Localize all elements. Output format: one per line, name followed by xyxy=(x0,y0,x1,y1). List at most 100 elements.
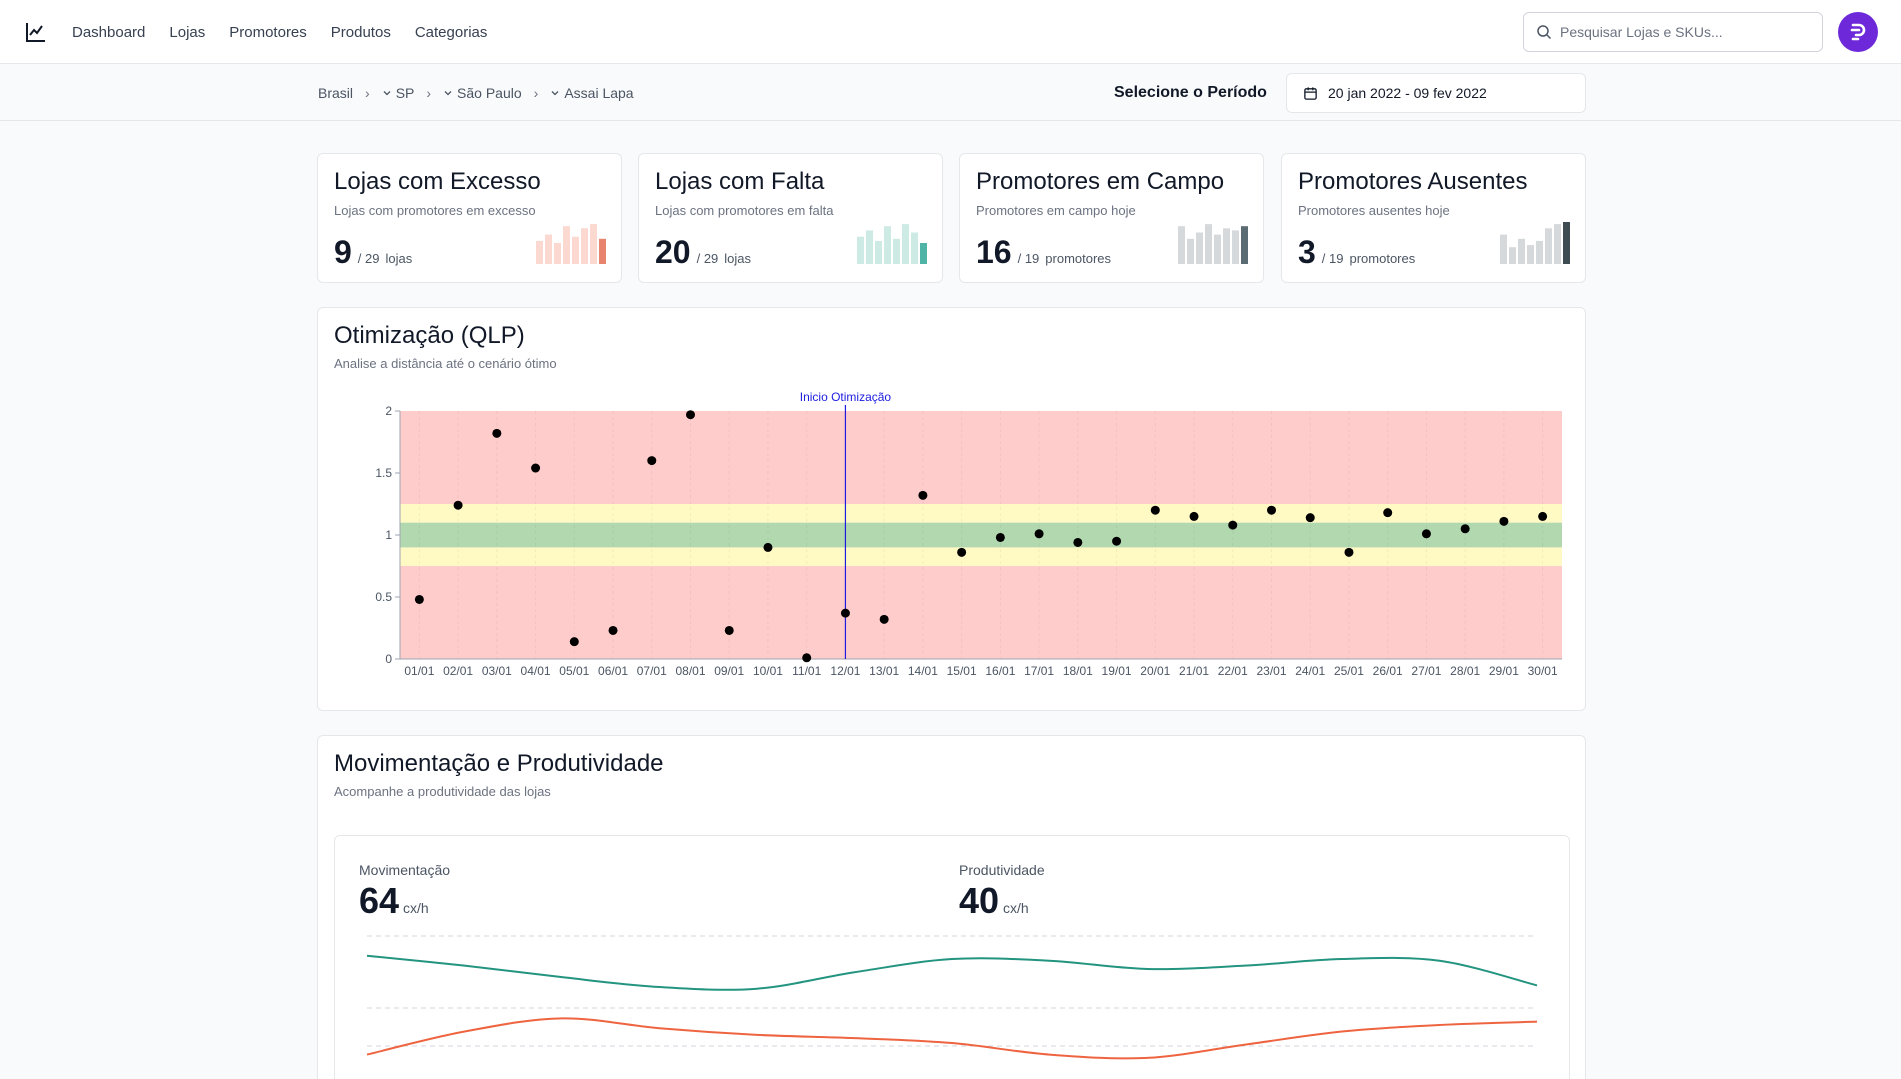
kpi-value: 16 xyxy=(976,234,1012,270)
metric-unit: cx/h xyxy=(403,900,429,916)
x-tick-label: 12/01 xyxy=(830,664,860,678)
data-point[interactable] xyxy=(569,637,579,647)
threshold-band xyxy=(400,411,1562,504)
sparkline-bar xyxy=(1214,234,1221,264)
data-point[interactable] xyxy=(995,532,1005,542)
sparkline-bar xyxy=(1509,247,1516,264)
nav-dashboard[interactable]: Dashboard xyxy=(72,23,146,41)
kpi-card-em-campo[interactable]: Promotores em Campo Promotores em campo … xyxy=(959,153,1264,283)
data-point[interactable] xyxy=(763,542,773,552)
breadcrumb-store[interactable]: Assai Lapa xyxy=(550,84,634,101)
y-tick-label: 1.5 xyxy=(375,466,392,480)
data-point[interactable] xyxy=(531,463,541,473)
data-point[interactable] xyxy=(1499,516,1509,526)
data-point[interactable] xyxy=(724,625,734,635)
sparkline-bar xyxy=(893,238,900,264)
data-point[interactable] xyxy=(957,547,967,557)
data-point[interactable] xyxy=(1150,505,1160,515)
x-tick-label: 02/01 xyxy=(443,664,473,678)
sparkline-bar xyxy=(1196,232,1203,264)
data-point[interactable] xyxy=(1228,520,1238,530)
date-range-picker[interactable]: 20 jan 2022 - 09 fev 2022 xyxy=(1286,73,1586,113)
sparkline-bar xyxy=(1205,224,1212,264)
line-chart-icon[interactable] xyxy=(24,20,48,44)
sparkline-bar xyxy=(1241,226,1248,264)
data-point[interactable] xyxy=(1073,537,1083,547)
data-point[interactable] xyxy=(1189,511,1199,521)
data-point[interactable] xyxy=(1034,529,1044,539)
data-point[interactable] xyxy=(414,594,424,604)
kpi-value: 20 xyxy=(655,234,691,270)
data-point[interactable] xyxy=(1267,505,1276,515)
x-tick-label: 11/01 xyxy=(792,664,821,678)
sparkline-bar xyxy=(581,228,588,264)
kpi-value: 3 xyxy=(1298,234,1316,270)
data-point[interactable] xyxy=(647,456,657,466)
breadcrumb-label: São Paulo xyxy=(457,84,522,101)
metric-label: Movimentação xyxy=(359,862,451,878)
data-point[interactable] xyxy=(802,653,812,663)
sparkline-bar xyxy=(536,240,543,264)
data-point[interactable] xyxy=(453,500,463,510)
data-point[interactable] xyxy=(879,614,889,624)
data-point[interactable] xyxy=(1305,513,1315,523)
data-point[interactable] xyxy=(492,428,502,438)
nav-lojas[interactable]: Lojas xyxy=(169,23,206,41)
data-point[interactable] xyxy=(608,625,618,635)
breadcrumb-separator-icon: › xyxy=(533,84,539,101)
x-tick-label: 21/01 xyxy=(1179,664,1209,678)
sparkline-bar xyxy=(857,236,864,264)
breadcrumb-country[interactable]: Brasil xyxy=(318,85,353,101)
kpi-card-falta[interactable]: Lojas com Falta Lojas com promotores em … xyxy=(638,153,943,283)
panel-subtitle: Acompanhe a produtividade das lojas xyxy=(334,784,551,799)
breadcrumb: Brasil › SP › São Paulo › Assai Lapa xyxy=(318,64,634,121)
kpi-card-excesso[interactable]: Lojas com Excesso Lojas com promotores e… xyxy=(317,153,622,283)
sparkline-bar xyxy=(1178,226,1185,264)
nav-categorias[interactable]: Categorias xyxy=(414,23,488,41)
date-range-value: 20 jan 2022 - 09 fev 2022 xyxy=(1328,85,1487,101)
data-point[interactable] xyxy=(1460,524,1470,534)
breadcrumb-city[interactable]: São Paulo xyxy=(443,85,522,101)
breadcrumb-label: Assai Lapa xyxy=(564,84,634,101)
data-point[interactable] xyxy=(1112,536,1122,546)
x-tick-label: 17/01 xyxy=(1024,664,1054,678)
kpi-title: Promotores Ausentes xyxy=(1298,168,1528,195)
kpi-total: / 19 xyxy=(1321,251,1344,266)
x-tick-label: 07/01 xyxy=(637,664,667,678)
metric-value: 64 xyxy=(359,880,400,921)
x-tick-label: 20/01 xyxy=(1140,664,1170,678)
nav-produtos[interactable]: Produtos xyxy=(330,23,391,41)
sparkline-bar xyxy=(920,243,927,264)
y-tick-label: 1 xyxy=(385,528,392,542)
x-tick-label: 08/01 xyxy=(675,664,705,678)
breadcrumb-state[interactable]: SP xyxy=(382,85,414,101)
breadcrumb-separator-icon: › xyxy=(365,84,370,101)
data-point[interactable] xyxy=(1421,529,1431,539)
data-point[interactable] xyxy=(1538,511,1548,521)
data-point[interactable] xyxy=(686,410,695,420)
data-point[interactable] xyxy=(1383,508,1393,518)
data-point[interactable] xyxy=(1344,547,1354,557)
series-line xyxy=(366,1017,1538,1060)
nav-promotores[interactable]: Promotores xyxy=(229,23,307,41)
sparkline-bar xyxy=(1536,240,1543,264)
chevron-down-icon xyxy=(551,90,559,95)
data-point[interactable] xyxy=(918,490,928,500)
kpi-unit: promotores xyxy=(1045,251,1112,266)
kpi-sparkline xyxy=(857,224,927,264)
x-tick-label: 10/01 xyxy=(753,664,783,678)
search-box xyxy=(1523,12,1823,52)
top-navbar: Dashboard Lojas Promotores Produtos Cate… xyxy=(0,0,1901,64)
metric-unit: cx/h xyxy=(1003,900,1029,916)
kpi-unit: lojas xyxy=(385,251,413,266)
sparkline-bar xyxy=(1554,224,1561,264)
x-tick-label: 01/01 xyxy=(404,664,434,678)
kpi-card-ausentes[interactable]: Promotores Ausentes Promotores ausentes … xyxy=(1281,153,1586,283)
threshold-band xyxy=(400,547,1562,566)
data-point[interactable] xyxy=(840,608,850,618)
productivity-line-chart xyxy=(366,935,1538,1060)
avatar[interactable] xyxy=(1838,12,1878,52)
search-input[interactable] xyxy=(1560,24,1820,40)
sparkline-bar xyxy=(554,243,561,264)
x-tick-label: 22/01 xyxy=(1218,664,1248,678)
